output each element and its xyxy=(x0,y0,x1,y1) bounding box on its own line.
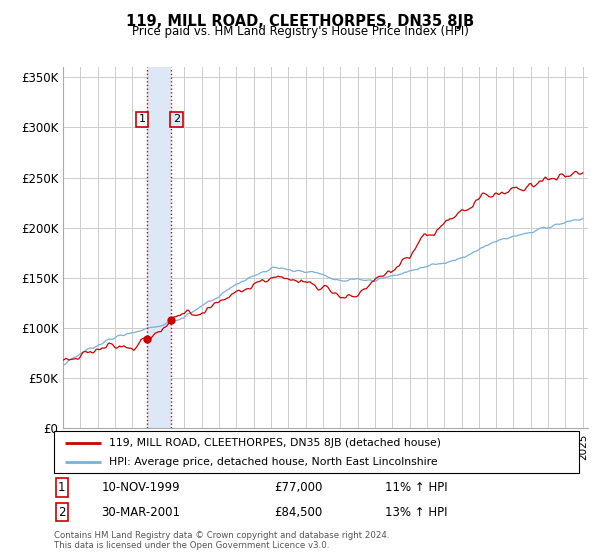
Text: 1: 1 xyxy=(58,481,65,494)
Bar xyxy=(147,67,171,428)
Text: 30-MAR-2001: 30-MAR-2001 xyxy=(101,506,180,519)
Text: 119, MILL ROAD, CLEETHORPES, DN35 8JB (detached house): 119, MILL ROAD, CLEETHORPES, DN35 8JB (d… xyxy=(109,437,441,447)
Text: 10-NOV-1999: 10-NOV-1999 xyxy=(101,481,180,494)
Text: 1: 1 xyxy=(139,114,146,124)
Text: 119, MILL ROAD, CLEETHORPES, DN35 8JB: 119, MILL ROAD, CLEETHORPES, DN35 8JB xyxy=(126,14,474,29)
Text: Contains HM Land Registry data © Crown copyright and database right 2024.
This d: Contains HM Land Registry data © Crown c… xyxy=(54,531,389,550)
Text: 2: 2 xyxy=(58,506,65,519)
Text: 13% ↑ HPI: 13% ↑ HPI xyxy=(385,506,447,519)
Text: £77,000: £77,000 xyxy=(275,481,323,494)
Text: Price paid vs. HM Land Registry's House Price Index (HPI): Price paid vs. HM Land Registry's House … xyxy=(131,25,469,38)
Text: 2: 2 xyxy=(173,114,180,124)
Text: 11% ↑ HPI: 11% ↑ HPI xyxy=(385,481,448,494)
FancyBboxPatch shape xyxy=(54,431,579,473)
Text: HPI: Average price, detached house, North East Lincolnshire: HPI: Average price, detached house, Nort… xyxy=(109,457,438,467)
Text: £84,500: £84,500 xyxy=(275,506,323,519)
